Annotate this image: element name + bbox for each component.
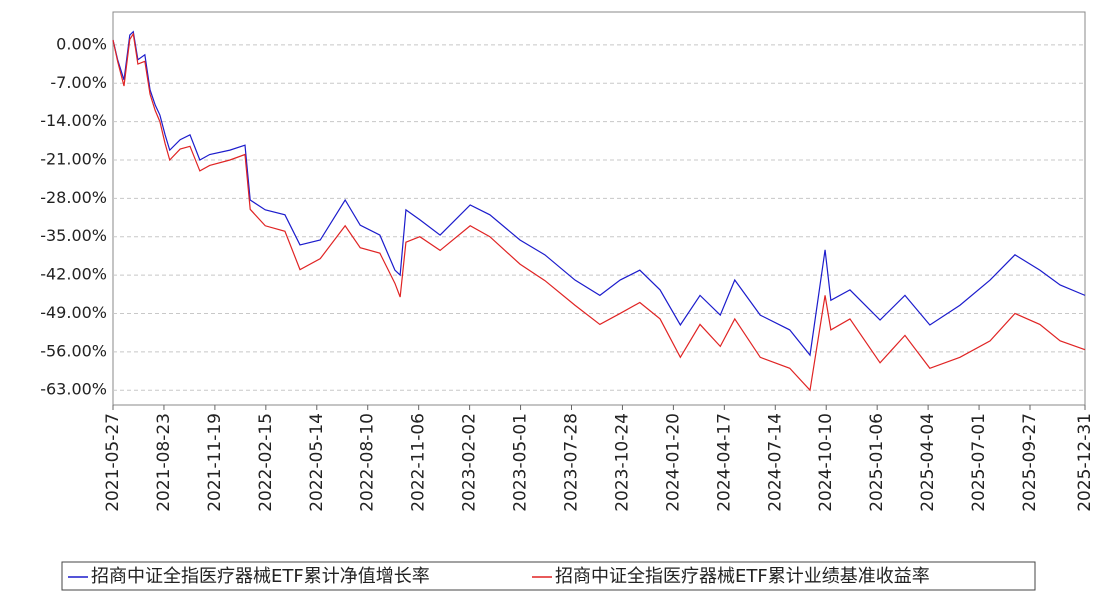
x-tick-label: 2023-05-01	[511, 413, 531, 512]
y-tick-label: -42.00%	[40, 265, 107, 284]
x-tick-label: 2023-07-28	[562, 413, 582, 512]
y-tick-label: -14.00%	[40, 111, 107, 130]
x-tick-label: 2021-11-19	[205, 413, 225, 512]
x-tick-label: 2024-04-17	[714, 413, 734, 512]
y-tick-label: -7.00%	[50, 73, 107, 92]
x-tick-label: 2025-09-27	[1020, 413, 1040, 512]
x-tick-label: 2022-08-10	[358, 413, 378, 512]
x-tick-label: 2022-02-15	[256, 413, 276, 512]
x-tick-label: 2025-01-06	[867, 413, 887, 512]
x-tick-label: 2023-02-02	[460, 413, 480, 512]
y-tick-label: -49.00%	[40, 303, 107, 322]
x-tick-label: 2025-12-31	[1075, 413, 1095, 512]
x-tick-label: 2021-05-27	[103, 413, 123, 512]
x-tick-label: 2021-08-23	[154, 413, 174, 512]
x-tick-label: 2024-01-20	[663, 413, 683, 512]
x-tick-label: 2024-10-10	[816, 413, 836, 512]
y-tick-label: -28.00%	[40, 188, 107, 207]
series-line	[112, 30, 1086, 357]
y-tick-label: 0.00%	[56, 34, 107, 53]
x-tick-label: 2022-05-14	[307, 413, 327, 512]
legend-label: 招商中证全指医疗器械ETF累计业绩基准收益率	[555, 566, 930, 587]
x-tick-label: 2024-07-14	[765, 413, 785, 512]
y-tick-label: -63.00%	[40, 380, 107, 399]
plot-frame	[112, 11, 1086, 406]
legend-label: 招商中证全指医疗器械ETF累计净值增长率	[91, 566, 430, 587]
x-tick-label: 2023-10-24	[612, 413, 632, 512]
y-tick-label: -56.00%	[40, 341, 107, 360]
legend-box	[61, 561, 1036, 591]
x-tick-label: 2022-11-06	[409, 413, 429, 512]
x-tick-label: 2025-07-01	[969, 413, 989, 512]
y-tick-label: -21.00%	[40, 149, 107, 168]
x-tick-label: 2025-04-04	[918, 413, 938, 512]
series-line	[112, 32, 1086, 392]
y-tick-label: -35.00%	[40, 226, 107, 245]
